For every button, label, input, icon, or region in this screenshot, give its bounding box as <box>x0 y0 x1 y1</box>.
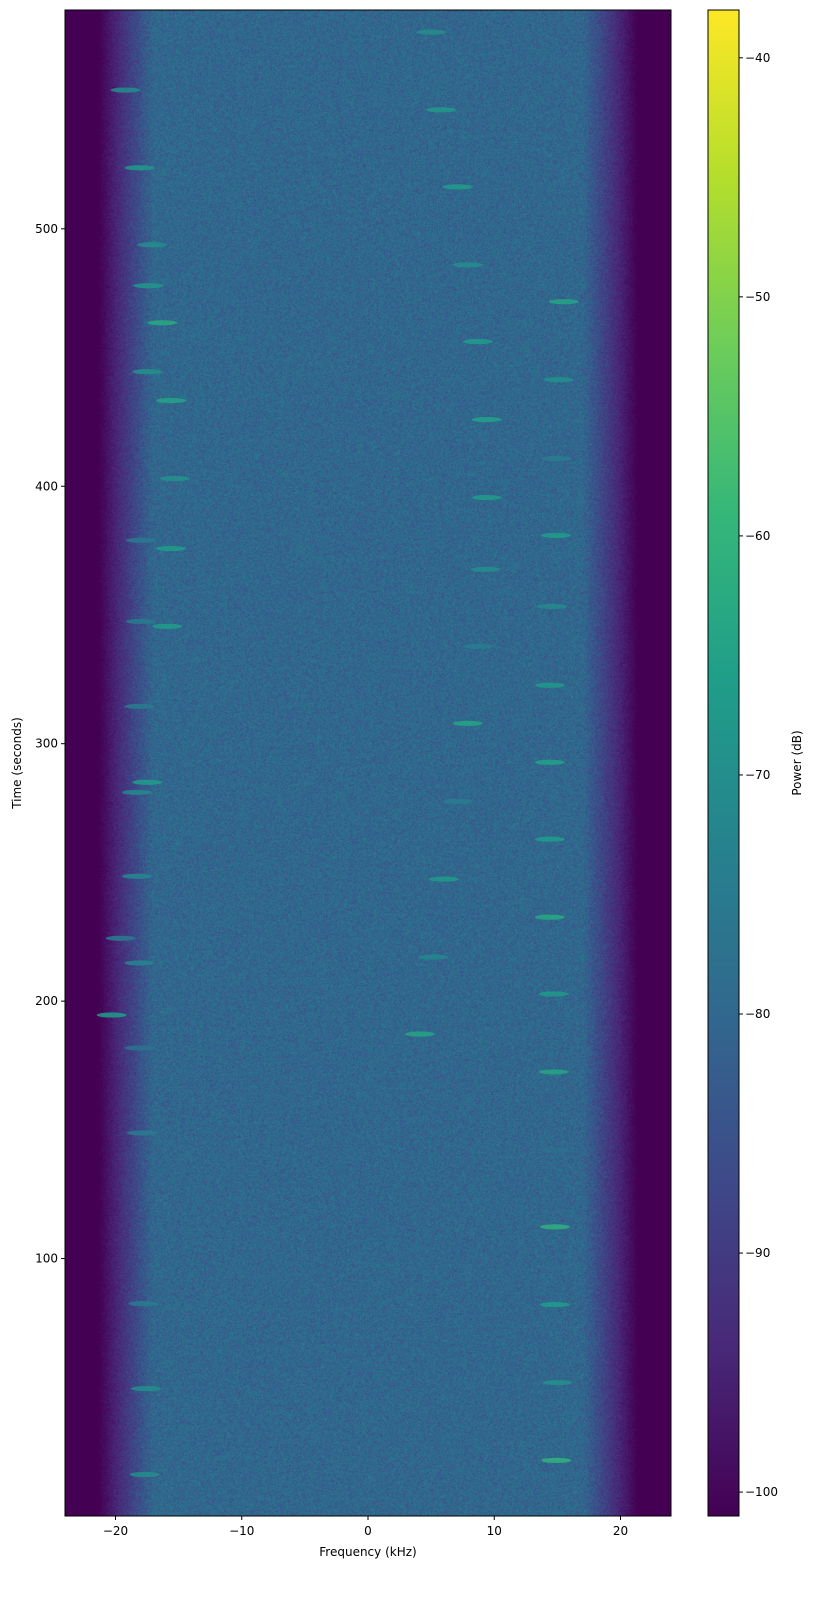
tone-mark-24 <box>416 29 447 35</box>
colorbar-tick-label: −70 <box>745 768 770 782</box>
tone-mark-44 <box>534 759 565 765</box>
tone-mark-3 <box>133 283 164 289</box>
tone-mark-30 <box>471 494 502 501</box>
colorbar-gradient <box>708 10 739 1516</box>
tone-mark-20 <box>127 1130 158 1136</box>
y-tick-label: 100 <box>35 1252 58 1266</box>
tone-mark-41 <box>541 532 572 539</box>
colorbar-tick-label: −50 <box>745 290 770 304</box>
tone-mark-52 <box>542 1380 573 1386</box>
tone-mark-9 <box>156 545 187 552</box>
y-tick-label: 500 <box>35 222 58 236</box>
tone-mark-37 <box>404 1031 435 1037</box>
tone-mark-53 <box>541 1457 572 1463</box>
tone-mark-23 <box>129 1471 160 1478</box>
colorbar-label: Power (dB) <box>790 730 804 795</box>
tone-mark-14 <box>121 789 152 795</box>
tone-mark-38 <box>548 299 579 305</box>
tone-mark-5 <box>132 369 163 375</box>
colorbar-tick-label: −60 <box>745 529 770 543</box>
tone-mark-26 <box>442 184 473 190</box>
tone-mark-47 <box>538 991 569 997</box>
tone-mark-22 <box>130 1385 161 1392</box>
y-axis-label: Time (seconds) <box>10 717 24 810</box>
x-axis: −20 −10 0 10 20 <box>103 1516 628 1538</box>
tone-mark-34 <box>442 798 473 804</box>
tone-mark-12 <box>124 703 155 709</box>
tone-mark-1 <box>124 165 155 171</box>
tone-mark-36 <box>418 954 449 960</box>
y-tick-label: 200 <box>35 994 58 1008</box>
tone-mark-6 <box>156 397 187 404</box>
y-tick-label: 300 <box>35 737 58 751</box>
tone-mark-13 <box>132 779 163 785</box>
x-tick-label: −20 <box>103 1524 128 1538</box>
tone-mark-50 <box>539 1224 570 1230</box>
x-tick-label: 10 <box>487 1524 502 1538</box>
x-tick-label: 20 <box>613 1524 628 1538</box>
tone-layer <box>96 29 579 1478</box>
tone-mark-43 <box>534 682 565 688</box>
tone-mark-31 <box>470 566 501 573</box>
tone-mark-18 <box>96 1012 127 1018</box>
tone-mark-2 <box>137 242 168 248</box>
tone-mark-11 <box>152 623 183 629</box>
tone-mark-29 <box>471 416 502 423</box>
tone-mark-39 <box>543 377 574 383</box>
colorbar-tick-label: −100 <box>745 1485 778 1499</box>
tone-mark-35 <box>428 876 459 882</box>
tone-mark-16 <box>105 935 136 941</box>
tone-mark-17 <box>124 960 155 966</box>
tone-mark-33 <box>452 720 483 726</box>
colorbar-axis: −40 −50 −60 −70 −80 −90 −100 <box>739 51 778 1499</box>
plot-frame <box>64 9 672 1517</box>
x-axis-label: Frequency (kHz) <box>319 1545 416 1559</box>
tone-mark-42 <box>537 603 568 610</box>
colorbar-tick-label: −80 <box>745 1007 770 1021</box>
tone-mark-49 <box>539 1147 570 1153</box>
tone-mark-19 <box>124 1045 155 1051</box>
tone-mark-21 <box>128 1301 159 1307</box>
tone-mark-15 <box>121 873 152 879</box>
tone-mark-10 <box>125 618 156 625</box>
tone-mark-48 <box>538 1069 569 1075</box>
x-tick-label: −10 <box>229 1524 254 1538</box>
tone-mark-46 <box>534 914 565 920</box>
tone-mark-51 <box>539 1302 570 1308</box>
colorbar-tick-label: −40 <box>745 51 770 65</box>
tone-mark-40 <box>541 456 572 462</box>
tone-mark-8 <box>125 537 156 543</box>
y-tick-label: 400 <box>35 479 58 493</box>
spectrogram-image <box>65 10 671 1516</box>
y-axis: 100 200 300 400 500 <box>35 222 65 1266</box>
tone-mark-32 <box>462 643 493 649</box>
tone-mark-27 <box>452 262 483 268</box>
tone-mark-45 <box>534 836 565 842</box>
colorbar-tick-label: −90 <box>745 1246 770 1260</box>
tone-mark-4 <box>147 320 178 326</box>
tone-mark-7 <box>159 475 190 482</box>
colorbar-frame <box>707 9 740 1517</box>
tone-mark-28 <box>462 338 493 345</box>
tone-mark-25 <box>426 107 457 113</box>
x-tick-label: 0 <box>364 1524 372 1538</box>
tone-mark-0 <box>110 87 141 93</box>
